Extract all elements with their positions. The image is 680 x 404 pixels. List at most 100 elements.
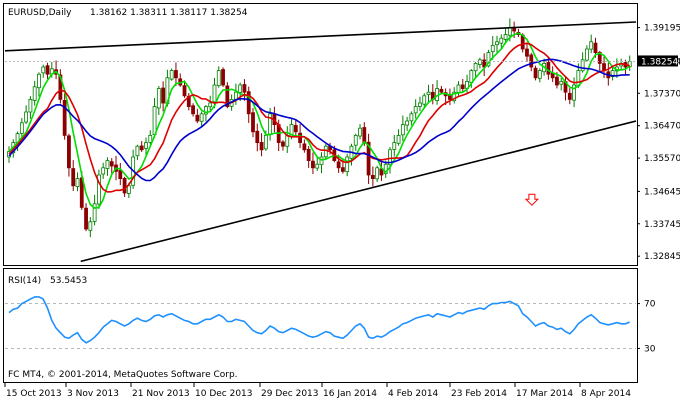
time-tick-label: 16 Jan 2014: [323, 389, 377, 399]
candle-body: [409, 113, 414, 122]
mid_ma-line: [8, 42, 630, 193]
candle: [559, 77, 564, 91]
candle-body: [362, 127, 367, 143]
candle-body: [400, 124, 405, 136]
candle-body: [139, 145, 144, 151]
candle: [174, 62, 178, 86]
candle: [537, 68, 542, 83]
candle: [490, 36, 495, 60]
candle: [216, 66, 221, 88]
candle: [45, 62, 50, 79]
candle-body: [161, 87, 166, 104]
candle-body: [499, 37, 504, 44]
candle-body: [597, 52, 602, 64]
candle: [71, 160, 76, 191]
candle-body: [306, 148, 311, 161]
candle-body: [101, 167, 106, 175]
candle-body: [135, 145, 140, 157]
candle: [161, 81, 166, 112]
slow_ma-line: [8, 58, 630, 182]
candle: [191, 103, 195, 117]
candle-body: [118, 169, 123, 179]
candle: [221, 67, 225, 87]
candle: [477, 57, 482, 69]
candle: [169, 68, 174, 81]
candle: [503, 28, 508, 44]
candle: [101, 162, 106, 179]
candle: [383, 160, 388, 178]
candle-body: [456, 84, 461, 93]
candle: [62, 92, 67, 140]
candle: [460, 78, 465, 92]
down-arrow-icon[interactable]: [524, 193, 540, 206]
candle-body: [503, 34, 508, 40]
time-tick-label: 4 Feb 2014: [388, 389, 439, 399]
candle: [19, 118, 24, 138]
candle: [319, 152, 324, 174]
candle-body: [285, 134, 290, 147]
candle-body: [221, 69, 225, 86]
candle: [366, 133, 371, 184]
candle-body: [144, 142, 148, 149]
candle-body: [238, 84, 243, 93]
candle: [388, 147, 392, 174]
upper-trendline: [4, 21, 637, 52]
candle: [529, 52, 534, 72]
candle-body: [233, 91, 238, 100]
candle: [75, 172, 80, 192]
candle: [345, 153, 350, 177]
candle: [118, 163, 123, 186]
candle-body: [251, 112, 255, 133]
current-price-tag: 1.38254: [638, 55, 678, 67]
candle: [311, 152, 315, 174]
candle: [396, 129, 401, 146]
rsi-value: 53.5453: [50, 276, 87, 286]
chart-symbol-label: EURUSD,Daily: [8, 8, 72, 18]
candle: [37, 72, 41, 97]
rsi-label: RSI(14): [8, 276, 41, 286]
copyright-footer: FC MT4, © 2001-2014, MetaQuotes Software…: [8, 370, 238, 380]
candle-body: [71, 168, 76, 187]
time-tick-label: 8 Apr 2014: [581, 389, 631, 399]
candle: [306, 146, 311, 168]
candle: [302, 139, 307, 153]
candle-body: [259, 142, 264, 151]
candle: [525, 43, 529, 62]
candle: [67, 133, 71, 177]
candle: [92, 194, 97, 226]
price-tick-label: 1.36470: [644, 122, 680, 132]
rsi-tick-label: 30: [644, 344, 656, 354]
candle-body: [392, 142, 397, 150]
candle-body: [585, 48, 589, 61]
price-tick-label: 1.35570: [644, 154, 680, 164]
candle-body: [495, 41, 499, 46]
candle-body: [148, 134, 153, 143]
time-tick-label: 10 Dec 2013: [195, 389, 253, 399]
candle: [495, 35, 499, 54]
candle-body: [199, 113, 204, 122]
candle-body: [469, 70, 474, 83]
trendlines[interactable]: [4, 21, 637, 263]
candle: [135, 144, 140, 160]
rsi-pane: [3, 268, 638, 383]
candle-body: [263, 134, 268, 150]
candle-body: [58, 74, 63, 100]
candle-body: [96, 174, 101, 205]
candle-body: [195, 114, 200, 122]
candle-body: [537, 70, 542, 79]
candle-body: [24, 111, 29, 123]
price-tick-label: 1.32845: [644, 252, 680, 262]
time-tick-label: 23 Feb 2014: [451, 389, 507, 399]
candle: [195, 108, 200, 124]
candle: [405, 116, 410, 131]
candle-body: [336, 161, 341, 169]
candle-body: [255, 130, 260, 144]
candle-body: [37, 73, 41, 89]
candle: [58, 69, 63, 104]
candle-body: [533, 67, 538, 79]
candle-body: [105, 160, 110, 169]
candle: [413, 99, 418, 119]
fast_ma-line: [8, 32, 631, 209]
candle-body: [452, 91, 457, 102]
